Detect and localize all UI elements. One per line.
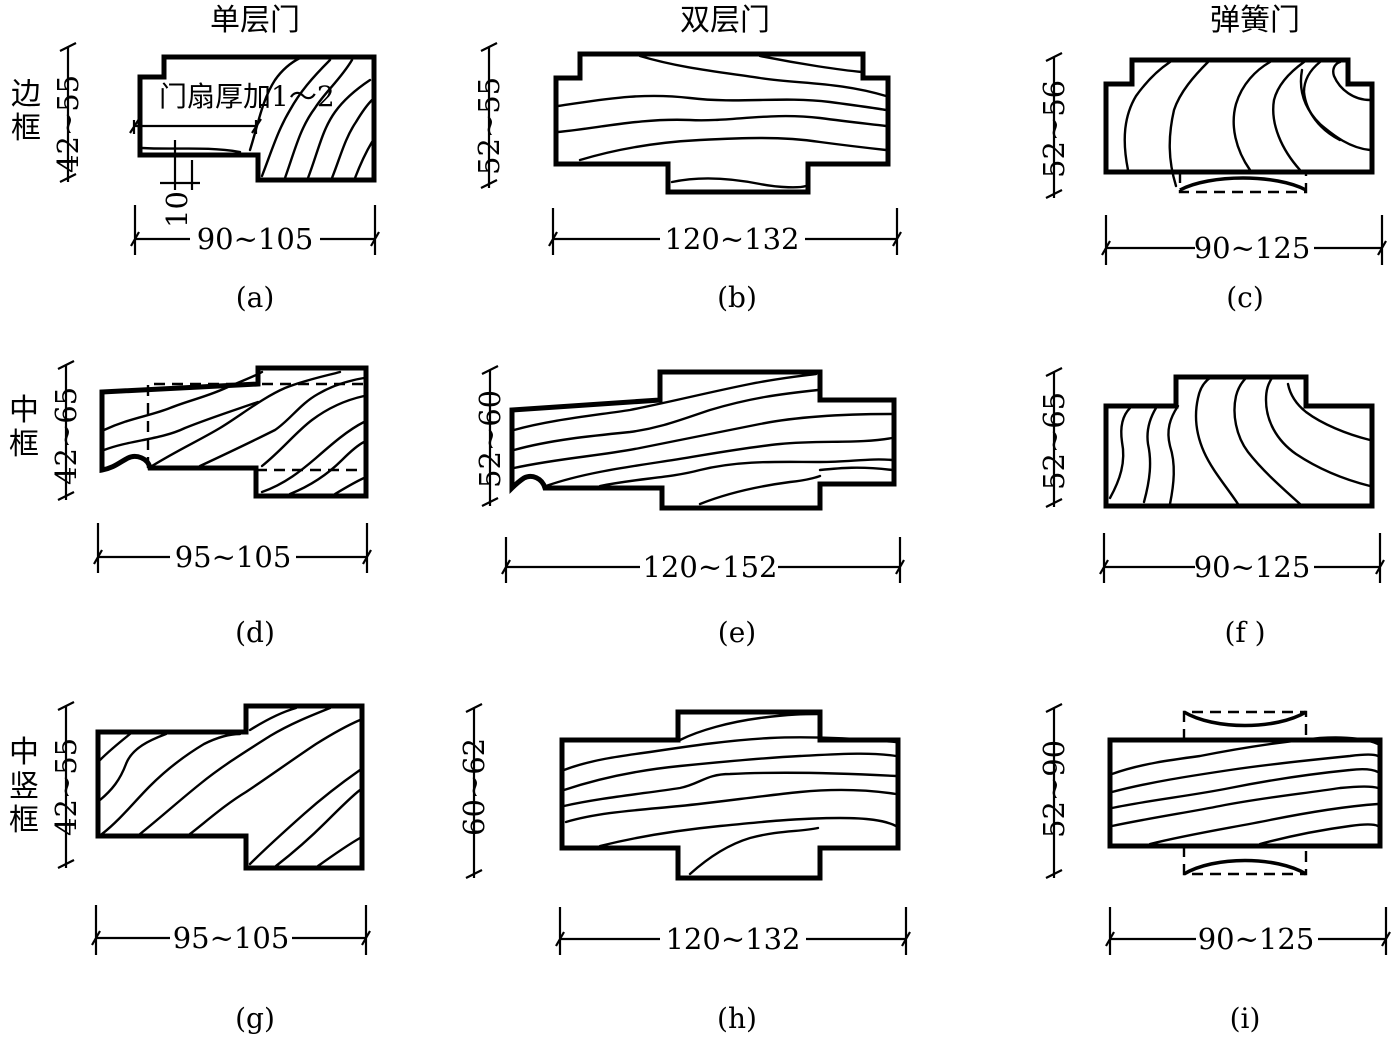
section-d-dashed-rebate-top <box>146 382 366 468</box>
section-c-width-label: 90~125 <box>1194 231 1311 265</box>
section-c-height-dimension: 52~56 <box>1037 52 1071 199</box>
section-e-width-dimension: 120~152 <box>501 537 905 584</box>
section-h-wood-grain <box>562 712 898 876</box>
section-i-width-label: 90~125 <box>1198 922 1315 956</box>
section-c-caption: (c) <box>1226 281 1264 314</box>
section-b-width-label: 120~132 <box>664 222 799 256</box>
section-f-height-dimension: 52~65 <box>1037 367 1071 508</box>
section-d-height-label: 42~65 <box>49 387 83 485</box>
section-h-height-dimension: 60~62 <box>457 703 491 879</box>
section-f-caption: (f ) <box>1224 616 1265 649</box>
column-title-double-door: 双层门 <box>680 3 770 38</box>
section-b-double-edge-frame: 52~55 120~132 (b) <box>472 42 902 314</box>
section-a-outline <box>137 54 377 183</box>
section-a-offset-label: 10 <box>160 191 194 228</box>
section-g-outline <box>95 703 365 871</box>
section-c-wood-grain <box>1123 60 1372 188</box>
row-label-edge-char-2: 框 <box>11 111 41 146</box>
section-i-dashed-top-rebate <box>1182 710 1308 740</box>
section-d-caption: (d) <box>235 616 275 649</box>
section-c-rebate-dashed <box>1178 172 1308 194</box>
section-a-width-label: 90~105 <box>197 222 314 256</box>
section-f-outline <box>1103 374 1375 509</box>
section-i-arc-top <box>1183 710 1307 728</box>
section-e-height-dimension: 52~60 <box>473 365 507 507</box>
section-i-arc-bottom <box>1183 858 1307 876</box>
section-h-outline <box>559 709 901 881</box>
section-c-spring-edge-frame: 52~56 90~125 (c) <box>1037 52 1387 314</box>
row-label-middle-char-1: 中 <box>9 393 39 428</box>
section-f-wood-grain <box>1108 376 1372 506</box>
section-e-double-middle-frame: 52~60 120~152 (e) <box>473 365 905 649</box>
section-a-wood-grain <box>140 56 374 180</box>
section-b-outline <box>553 51 891 195</box>
row-label-mullion-char-2: 竖 <box>9 769 39 804</box>
section-i-dashed-bottom-rebate <box>1182 846 1308 876</box>
section-a-note-tick-right <box>251 118 262 134</box>
section-h-double-mullion: 60~62 120~132 (h) <box>457 703 911 1035</box>
section-a-single-edge-frame: 门扇厚加1～2 10 42~55 90~105 (a) <box>51 42 380 314</box>
section-d-single-middle-frame: 42~65 95~105 (d) <box>49 360 372 649</box>
section-d-height-dimension: 42~65 <box>49 360 83 501</box>
section-i-spring-mullion: 52~90 90~125 (i) <box>1037 703 1391 1035</box>
section-b-wood-grain <box>556 54 888 189</box>
section-g-height-label: 42~55 <box>49 738 83 836</box>
row-label-edge-frame: 边 框 <box>11 77 41 146</box>
section-a-caption: (a) <box>236 281 275 314</box>
section-d-wood-grain <box>102 370 366 496</box>
section-f-width-label: 90~125 <box>1194 550 1311 584</box>
section-a-height-label: 42~55 <box>51 75 85 173</box>
section-i-width-dimension: 90~125 <box>1105 907 1391 956</box>
section-b-width-dimension: 120~132 <box>548 208 902 256</box>
section-f-height-label: 52~65 <box>1037 392 1071 490</box>
section-b-caption: (b) <box>717 281 757 314</box>
section-i-height-dimension: 52~90 <box>1037 703 1071 879</box>
section-d-width-label: 95~105 <box>175 540 292 574</box>
row-label-mullion-char-3: 框 <box>9 803 39 838</box>
section-a-note-tick-left <box>129 118 140 134</box>
section-h-width-dimension: 120~132 <box>555 907 911 956</box>
section-c-outline <box>1103 57 1375 175</box>
section-g-wood-grain <box>98 706 362 868</box>
section-g-single-mullion: 42~55 95~105 (g) <box>49 701 371 1035</box>
row-label-mullion: 中 竖 框 <box>9 735 39 838</box>
section-d-width-dimension: 95~105 <box>93 523 372 574</box>
section-h-width-label: 120~132 <box>665 922 800 956</box>
section-g-height-dimension: 42~55 <box>49 701 83 869</box>
section-b-height-label: 52~55 <box>472 77 506 175</box>
row-label-edge-char-1: 边 <box>11 77 41 112</box>
section-e-outline <box>509 369 897 511</box>
row-label-middle-frame: 中 框 <box>9 393 39 462</box>
section-h-height-label: 60~62 <box>457 738 491 836</box>
section-g-caption: (g) <box>235 1002 275 1035</box>
section-e-caption: (e) <box>718 616 756 649</box>
section-c-height-label: 52~56 <box>1037 80 1071 178</box>
section-a-height-dimension: 42~55 <box>51 42 85 183</box>
section-g-width-dimension: 95~105 <box>91 905 371 955</box>
section-c-width-dimension: 90~125 <box>1101 215 1387 265</box>
section-c-arc <box>1179 176 1307 192</box>
column-title-spring-door: 弹簧门 <box>1210 3 1300 38</box>
section-a-note: 门扇厚加1～2 <box>159 80 335 113</box>
section-i-wood-grain <box>1110 736 1380 846</box>
section-h-caption: (h) <box>717 1002 757 1035</box>
row-label-middle-char-2: 框 <box>9 427 39 462</box>
section-g-width-label: 95~105 <box>173 921 290 955</box>
section-f-spring-middle-frame: 52~65 90~125 (f ) <box>1037 367 1385 649</box>
section-e-height-label: 52~60 <box>473 390 507 488</box>
section-f-width-dimension: 90~125 <box>1099 533 1385 584</box>
section-d-outline <box>99 365 369 499</box>
section-e-width-label: 120~152 <box>642 550 777 584</box>
column-title-single-door: 单层门 <box>210 3 300 38</box>
section-b-height-dimension: 52~55 <box>472 42 506 189</box>
row-label-mullion-char-1: 中 <box>9 735 39 770</box>
section-a-width-dimension: 90~105 <box>130 205 380 256</box>
section-i-caption: (i) <box>1230 1002 1261 1035</box>
section-i-height-label: 52~90 <box>1037 740 1071 838</box>
section-e-wood-grain <box>512 372 894 506</box>
